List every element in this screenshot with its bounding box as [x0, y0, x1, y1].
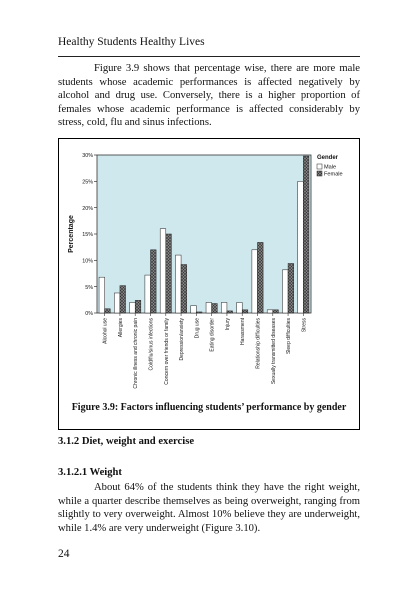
- x-tick-label: Chronic illness and chronic pain: [133, 318, 139, 389]
- plot-area: [96, 154, 312, 314]
- bar-male: [190, 305, 197, 314]
- figure-3-9: 0% 5% 10% 15% 20% 25% 30% Percentage Alcohol use…: [58, 138, 360, 430]
- legend-swatch-female: [316, 170, 323, 177]
- x-tick-label: Relationship difficulties: [256, 318, 262, 369]
- bar-male: [221, 302, 228, 314]
- section-heading: 3.1.2 Diet, weight and exercise: [58, 436, 195, 447]
- x-tick-label: Concern over friends or family: [164, 318, 170, 385]
- x-tick-label: Alcohol use: [103, 318, 109, 344]
- bar-male: [175, 254, 182, 314]
- legend-swatch-male: [316, 163, 323, 170]
- bar-female: [165, 233, 172, 314]
- paragraph-intro: Figure 3.9 shows that percentage wise, t…: [58, 62, 360, 130]
- x-tick-label: Depression/anxiety: [179, 318, 185, 361]
- bar-male: [205, 302, 212, 314]
- bar-male: [266, 309, 274, 314]
- bar-male: [282, 269, 289, 314]
- gender-factors-chart: 0% 5% 10% 15% 20% 25% 30% Percentage Alcohol use…: [68, 153, 343, 389]
- bar-female: [196, 311, 203, 314]
- bar-male: [129, 302, 136, 314]
- bar-female: [257, 242, 264, 314]
- x-tick-label: Sleep difficulties: [286, 318, 292, 355]
- legend-title: Gender: [317, 155, 339, 161]
- bar-female: [303, 155, 310, 314]
- x-tick-label: Eating disorder: [210, 318, 216, 352]
- y-tick-label: 5%: [85, 285, 93, 291]
- bar-male: [98, 276, 105, 314]
- bar-female: [119, 285, 126, 314]
- bar-male: [114, 292, 121, 314]
- bar-female: [134, 300, 142, 314]
- running-head: Healthy Students Healthy Lives: [58, 36, 205, 48]
- y-tick-label: 30%: [82, 153, 93, 159]
- x-tick-label: Stress: [301, 318, 307, 333]
- paragraph-intro-text: Figure 3.9 shows that percentage wise, t…: [58, 63, 360, 129]
- paragraph-weight: About 64% of the students think they hav…: [58, 481, 360, 535]
- page-number: 24: [58, 548, 70, 560]
- paragraph-weight-text: About 64% of the students think they hav…: [58, 482, 360, 534]
- figure-caption: Figure 3.9: Factors influencing students…: [71, 402, 347, 413]
- bar-female: [104, 308, 111, 314]
- y-axis-label: Percentage: [68, 215, 75, 253]
- x-tick-label: Cold/flu/sinus infections: [149, 318, 155, 371]
- x-tick-label: Sexually transmitted diseases: [271, 318, 277, 385]
- x-tick-label: Harassment: [240, 317, 246, 345]
- bar-female: [272, 309, 279, 314]
- y-tick-label: 15%: [82, 232, 93, 238]
- bar-male: [159, 228, 167, 314]
- bar-female: [241, 309, 249, 314]
- header-rule: [58, 56, 360, 57]
- legend-label-male: Male: [324, 165, 336, 171]
- y-tick-label: 0%: [85, 311, 93, 317]
- subsection-heading: 3.1.2.1 Weight: [58, 467, 122, 478]
- y-tick-label: 25%: [82, 180, 93, 186]
- bar-male: [144, 274, 151, 314]
- bar-female: [226, 310, 233, 314]
- legend-label-female: Female: [324, 172, 343, 178]
- x-tick-label: Injury: [225, 318, 231, 331]
- bar-male: [297, 181, 304, 314]
- bar-female: [180, 264, 187, 314]
- x-tick-label: Drug use: [194, 318, 200, 339]
- y-tick-label: 20%: [82, 206, 93, 212]
- x-tick-label: Allergies: [118, 318, 124, 338]
- bar-female: [211, 303, 218, 314]
- bar-male: [236, 302, 243, 314]
- bar-male: [251, 249, 258, 314]
- bar-female: [287, 263, 294, 314]
- y-tick-label: 10%: [82, 259, 93, 265]
- bar-female: [150, 249, 157, 314]
